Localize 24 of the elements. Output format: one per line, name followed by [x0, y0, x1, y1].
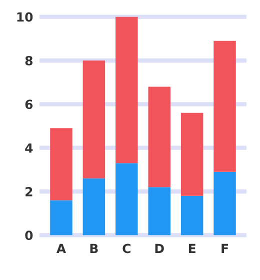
bar — [148, 187, 170, 236]
y-tick-label: 0 — [25, 230, 33, 240]
bar — [82, 178, 106, 236]
x-tick-label: D — [155, 244, 164, 254]
bar — [148, 86, 170, 188]
bar — [214, 172, 236, 236]
y-tick-label: 10 — [17, 12, 33, 22]
y-tick-label: 8 — [25, 56, 32, 66]
bar — [50, 200, 72, 236]
bar — [82, 60, 106, 178]
bar — [180, 112, 204, 196]
x-tick-label: E — [188, 244, 196, 254]
x-tick-label: C — [122, 244, 130, 254]
bar — [116, 16, 138, 164]
y-tick-label: 6 — [25, 100, 33, 110]
x-tick-label: F — [222, 244, 228, 254]
bar — [180, 196, 204, 236]
bar — [116, 163, 138, 236]
bar — [214, 40, 236, 172]
y-tick-label: 2 — [26, 186, 32, 196]
x-tick-label: A — [56, 244, 66, 254]
x-tick-label: B — [90, 244, 98, 254]
y-tick-label: 4 — [25, 143, 33, 153]
bar — [50, 128, 72, 200]
